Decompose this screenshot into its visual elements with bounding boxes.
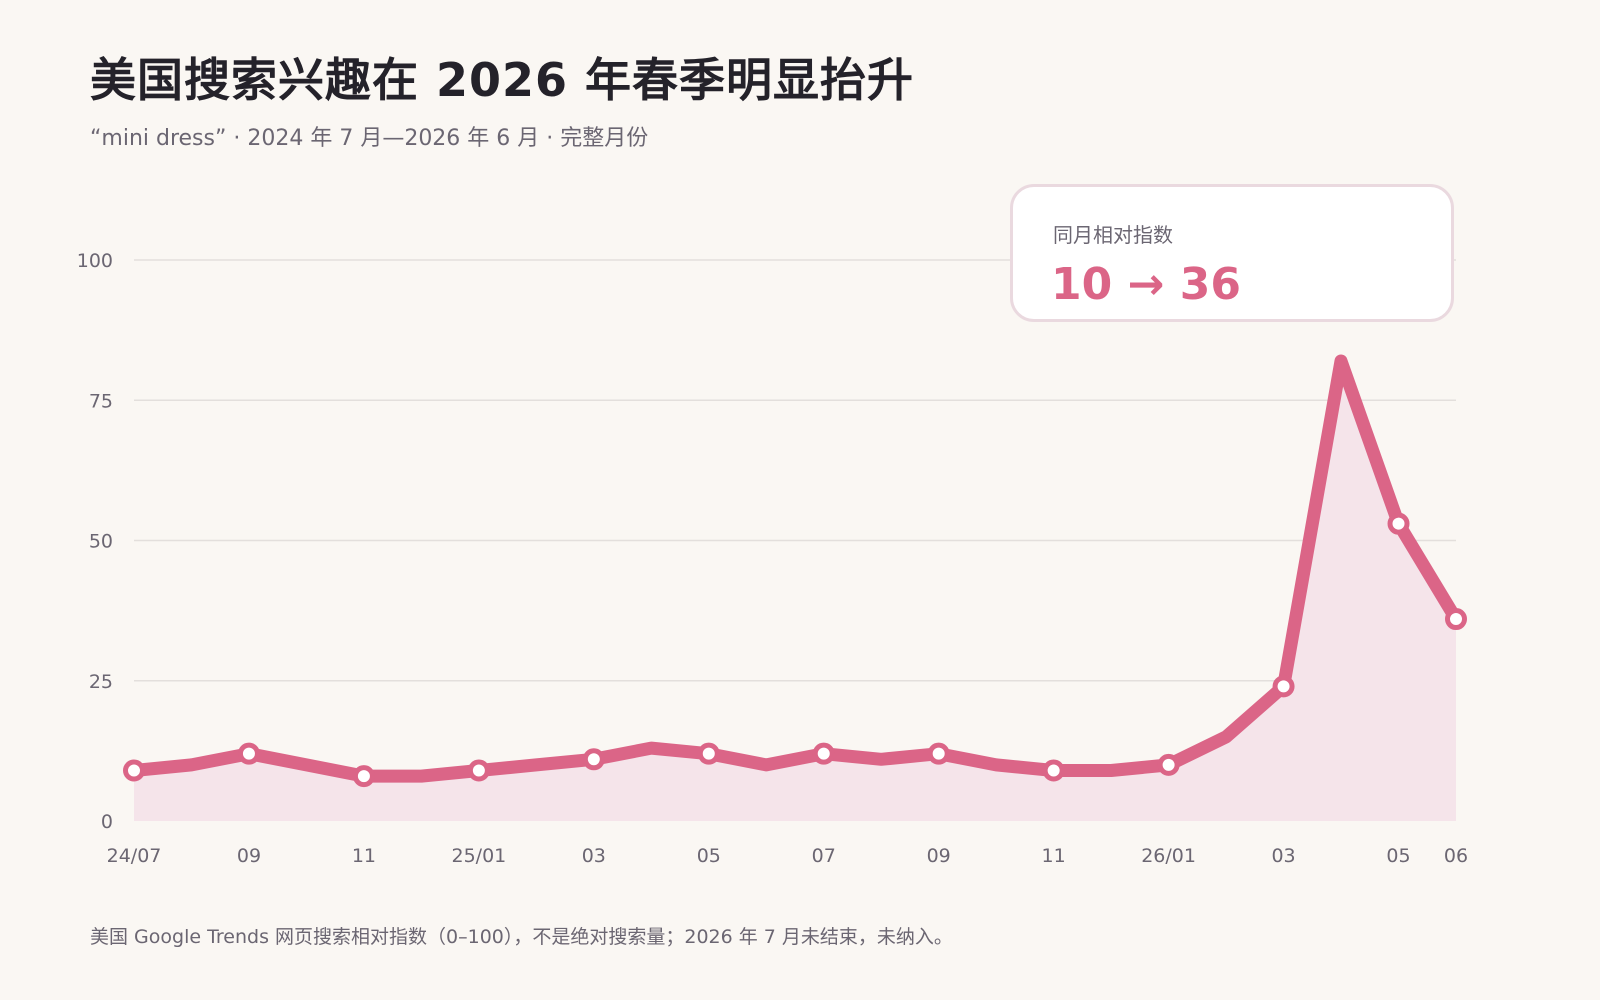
data-point xyxy=(352,765,375,788)
callout-label: 同月相对指数 xyxy=(1053,223,1173,247)
callout-value: 10 → 36 xyxy=(1051,259,1241,310)
footnote: 美国 Google Trends 网页搜索相对指数（0–100），不是绝对搜索量… xyxy=(90,926,953,948)
chart-subtitle: “mini dress” · 2024 年 7 月—2026 年 6 月 · 完… xyxy=(90,126,649,151)
x-tick-label: 24/07 xyxy=(107,845,162,867)
x-tick-label: 03 xyxy=(582,845,606,867)
y-tick-label: 0 xyxy=(101,811,113,833)
series-area-fill xyxy=(134,361,1456,821)
data-point xyxy=(1272,675,1295,698)
x-tick-label: 07 xyxy=(812,845,836,867)
y-tick-label: 25 xyxy=(89,671,113,693)
series-line xyxy=(127,354,1463,783)
x-tick-label: 03 xyxy=(1271,845,1295,867)
data-point xyxy=(123,759,145,782)
x-tick-label: 06 xyxy=(1444,845,1468,867)
x-tick-label: 25/01 xyxy=(451,845,506,867)
callout-box: 同月相对指数 10 → 36 xyxy=(1010,184,1454,322)
data-point xyxy=(237,742,260,765)
x-axis-tick-labels: 24/07 09 11 25/01 03 05 07 09 11 26/01 03 05 06 xyxy=(107,845,1468,867)
x-tick-label: 09 xyxy=(927,845,951,867)
data-point xyxy=(1042,759,1065,782)
x-tick-label: 11 xyxy=(1042,845,1066,867)
chart-title: 美国搜索兴趣在 2026 年春季明显抬升 xyxy=(90,53,915,107)
y-tick-label: 100 xyxy=(77,250,113,272)
data-point xyxy=(1387,512,1410,535)
data-point xyxy=(812,742,835,765)
data-point xyxy=(582,748,605,771)
x-tick-label: 11 xyxy=(352,845,376,867)
data-point xyxy=(927,742,950,765)
data-point xyxy=(697,742,720,765)
y-tick-label: 50 xyxy=(89,531,113,553)
data-point xyxy=(1157,753,1180,776)
data-point xyxy=(467,759,490,782)
x-tick-label: 26/01 xyxy=(1141,845,1196,867)
y-tick-label: 75 xyxy=(89,390,113,412)
x-tick-label: 09 xyxy=(237,845,261,867)
x-tick-label: 05 xyxy=(1386,845,1410,867)
grid-lines xyxy=(134,259,1456,682)
x-tick-label: 05 xyxy=(697,845,721,867)
data-point xyxy=(1445,608,1467,631)
series-points xyxy=(123,512,1467,788)
y-axis-tick-labels: 0 25 50 75 100 xyxy=(77,250,113,833)
